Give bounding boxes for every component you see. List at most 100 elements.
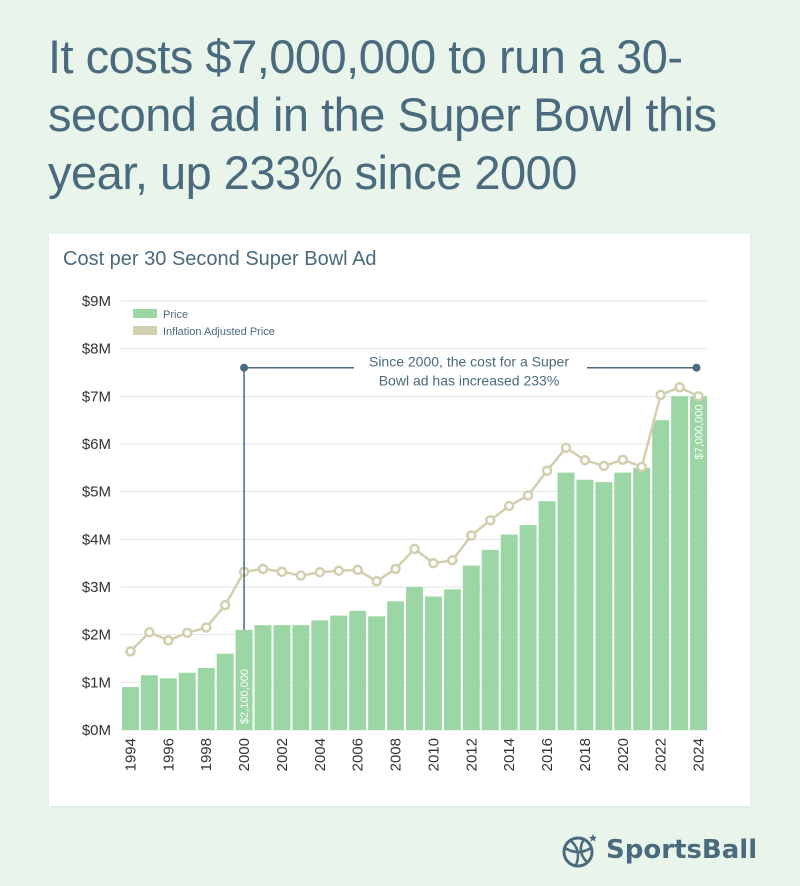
price-bar xyxy=(595,482,613,730)
x-tick-label: 2010 xyxy=(425,738,442,771)
inflation-point xyxy=(352,564,363,576)
x-tick-label: 1996 xyxy=(160,738,177,771)
annotation-dot xyxy=(240,363,249,372)
inflation-point xyxy=(163,635,174,646)
y-tick-label: $0M xyxy=(82,722,111,739)
price-bar xyxy=(311,620,329,730)
x-tick-label: 2008 xyxy=(388,738,405,771)
price-bar xyxy=(292,625,310,730)
annotation-dot xyxy=(692,363,701,372)
bar-data-label: $7,000,000 xyxy=(694,404,706,459)
x-tick-label: 2012 xyxy=(463,738,480,771)
x-tick-label: 2014 xyxy=(501,738,518,771)
inflation-point xyxy=(200,622,212,633)
inflation-point xyxy=(674,382,685,393)
inflation-point xyxy=(428,557,439,569)
price-bar xyxy=(614,472,632,730)
y-tick-label: $5M xyxy=(82,484,111,501)
price-bar xyxy=(481,549,499,730)
annotation-text: Bowl ad has increased 233% xyxy=(379,373,560,389)
inflation-point xyxy=(522,490,534,501)
y-tick-label: $2M xyxy=(82,627,111,644)
inflation-point xyxy=(560,442,572,454)
inflation-point xyxy=(144,627,155,638)
price-bar xyxy=(671,396,689,730)
x-tick-label: 2004 xyxy=(312,738,329,771)
price-bar xyxy=(122,687,139,730)
price-bar xyxy=(424,596,442,730)
inflation-point xyxy=(598,460,610,472)
inflation-point xyxy=(447,555,458,566)
inflation-point xyxy=(541,465,553,476)
price-bar xyxy=(235,629,253,730)
x-tick-label: 2024 xyxy=(691,738,708,771)
inflation-point xyxy=(257,563,269,575)
x-tick-label: 2002 xyxy=(274,738,291,771)
y-tick-label: $4M xyxy=(82,531,111,548)
brand-name: SportsBall xyxy=(606,835,758,865)
inflation-point xyxy=(276,566,288,577)
x-tick-label: 2000 xyxy=(236,738,253,771)
legend-label: Price xyxy=(163,309,188,321)
price-bar xyxy=(254,625,272,730)
x-tick-label: 2006 xyxy=(350,738,367,771)
inflation-point xyxy=(295,570,307,581)
inflation-point xyxy=(503,500,515,512)
inflation-point xyxy=(371,576,382,587)
legend-label: Inflation Adjusted Price xyxy=(163,326,275,338)
price-bar xyxy=(633,467,651,730)
chart-title: Cost per 30 Second Super Bowl Ad xyxy=(63,248,377,270)
price-bar xyxy=(387,601,405,730)
price-bar xyxy=(273,625,291,730)
inflation-point xyxy=(484,515,496,526)
legend-swatch xyxy=(133,326,157,335)
inflation-point xyxy=(182,627,193,639)
x-tick-label: 2018 xyxy=(577,738,594,771)
price-bar xyxy=(406,587,423,730)
price-bar xyxy=(443,589,461,730)
y-tick-label: $3M xyxy=(82,579,111,596)
x-tick-label: 2020 xyxy=(615,738,632,771)
inflation-point xyxy=(617,454,629,465)
y-tick-label: $9M xyxy=(82,293,111,310)
basketball-icon xyxy=(562,834,597,868)
price-bar xyxy=(538,501,556,730)
price-bar xyxy=(519,525,537,730)
inflation-point xyxy=(409,543,420,555)
brand-logo: SportsBall xyxy=(562,830,757,870)
y-tick-label: $7M xyxy=(82,388,111,405)
headline: It costs $7,000,000 to run a 30-second a… xyxy=(48,30,717,199)
inflation-point xyxy=(636,461,647,473)
x-tick-label: 2016 xyxy=(539,738,556,771)
price-bar xyxy=(140,675,158,730)
price-bar xyxy=(178,672,196,730)
price-bar xyxy=(349,610,367,730)
price-bar xyxy=(197,668,215,730)
annotation-text: Since 2000, the cost for a Super xyxy=(369,354,569,370)
y-tick-label: $1M xyxy=(82,674,111,691)
y-tick-label: $8M xyxy=(82,341,111,358)
price-bar xyxy=(690,396,707,730)
inflation-point xyxy=(333,565,345,577)
inflation-point xyxy=(579,454,591,466)
inflation-point xyxy=(466,530,477,541)
inflation-point xyxy=(655,389,666,401)
x-tick-label: 2022 xyxy=(653,738,670,771)
legend-swatch xyxy=(133,309,157,318)
x-tick-label: 1998 xyxy=(198,738,215,771)
inflation-point xyxy=(125,646,136,657)
inflation-point xyxy=(314,566,326,578)
bar-data-label: $2,100,000 xyxy=(239,669,251,724)
price-bar xyxy=(159,678,177,730)
chart-card: Cost per 30 Second Super Bowl Ad $0M $1M $… xyxy=(49,234,750,806)
price-bar xyxy=(576,479,594,730)
price-chart: $0M $1M $2M $3M $4M $5M $6M $7M $8M $9M 1994 1996 19… xyxy=(82,293,708,771)
y-tick-label: $6M xyxy=(82,436,111,453)
price-bar xyxy=(652,420,670,730)
price-bar xyxy=(216,653,234,730)
inflation-point xyxy=(219,599,231,611)
price-bar xyxy=(557,472,575,730)
x-tick-label: 1994 xyxy=(122,738,139,771)
price-bar xyxy=(462,565,480,730)
inflation-point xyxy=(693,391,704,402)
